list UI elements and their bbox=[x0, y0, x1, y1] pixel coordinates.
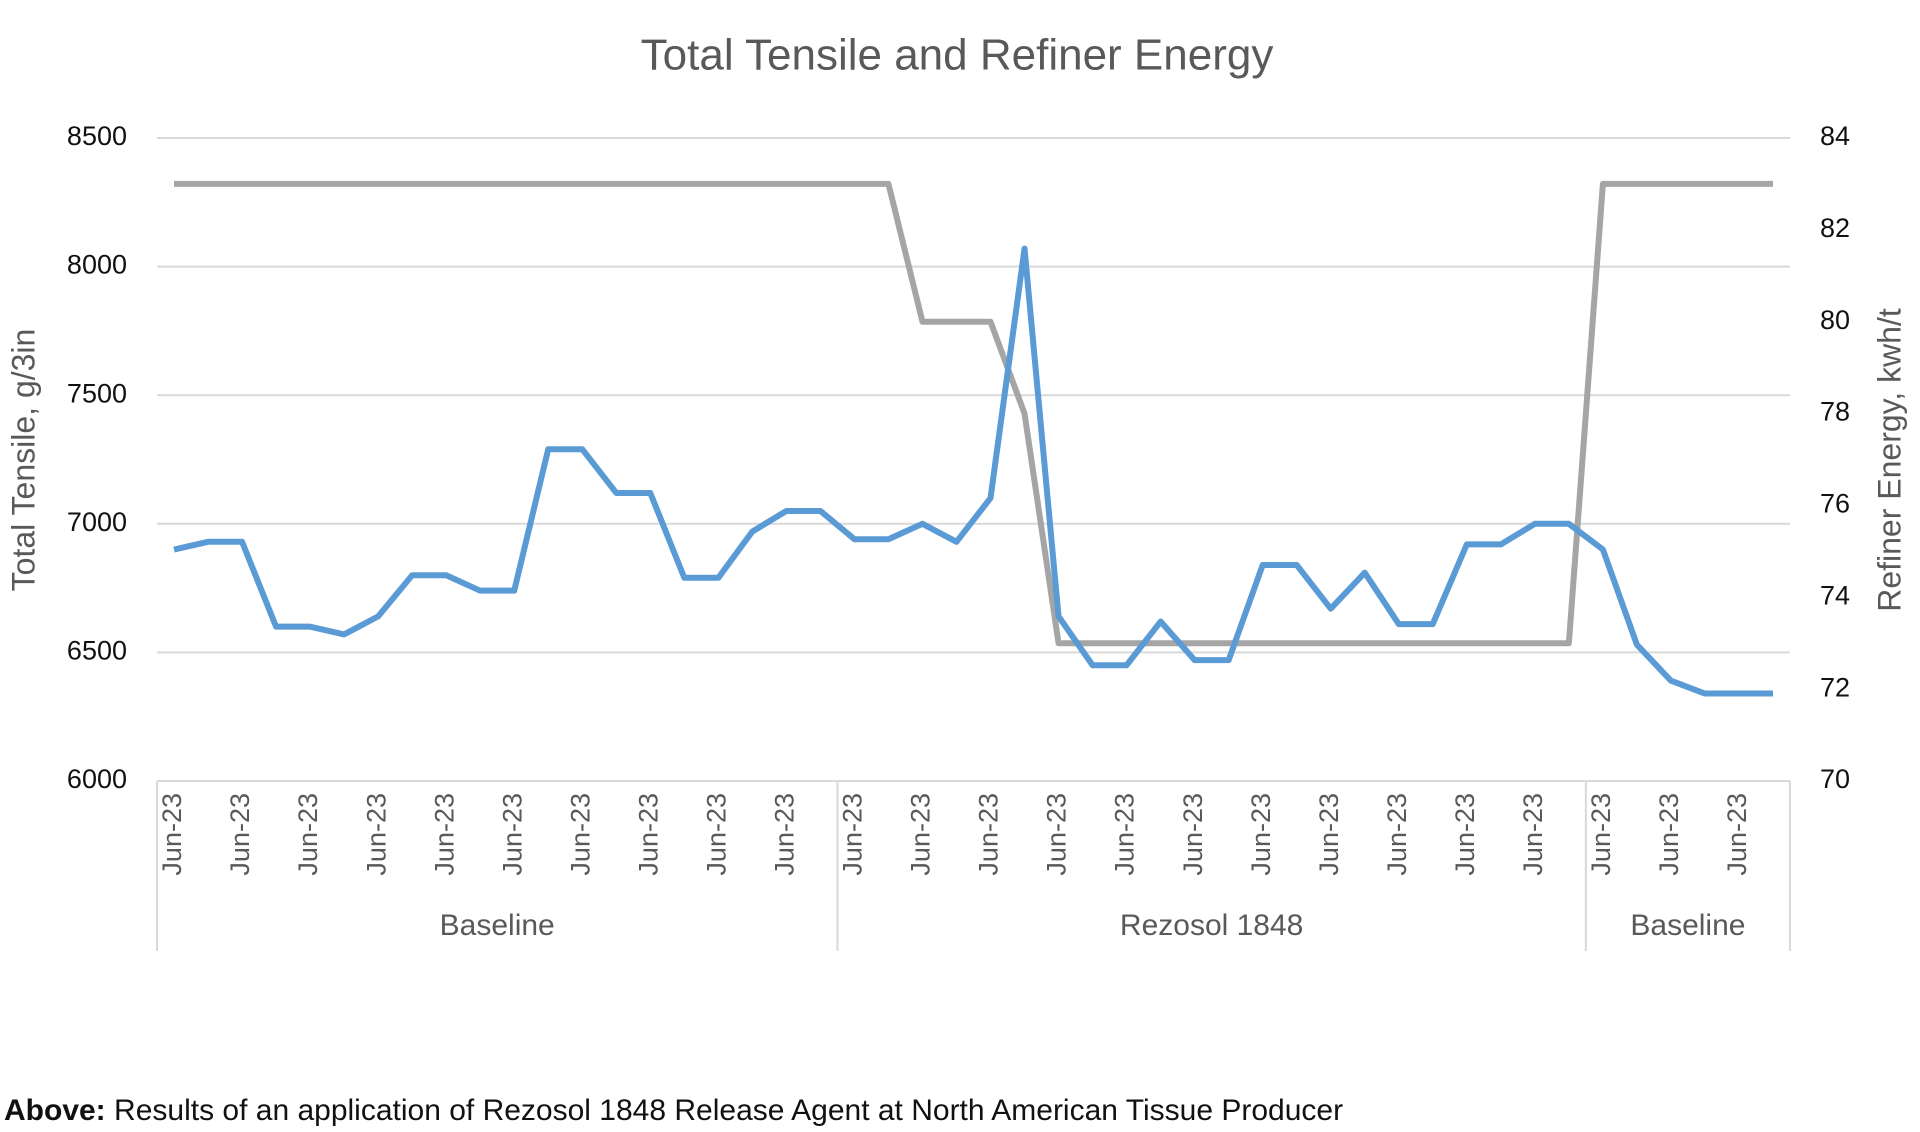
x-tick-label: Jun-23 bbox=[497, 793, 527, 876]
group-label: Baseline bbox=[440, 909, 555, 942]
y2-tick-label: 78 bbox=[1820, 397, 1850, 427]
y2-tick-label: 80 bbox=[1820, 305, 1850, 335]
chart-title: Total Tensile and Refiner Energy bbox=[641, 31, 1274, 80]
series-line bbox=[174, 180, 1773, 647]
x-tick-label: Jun-23 bbox=[906, 793, 936, 876]
y2-tick-label: 70 bbox=[1820, 764, 1850, 794]
y2-tick-label: 76 bbox=[1820, 489, 1850, 519]
caption-text: Results of an application of Rezosol 184… bbox=[114, 1094, 1343, 1127]
y-tick-label: 8000 bbox=[67, 250, 127, 280]
x-tick-label: Jun-23 bbox=[1722, 793, 1752, 876]
y2-tick-label: 72 bbox=[1820, 672, 1850, 702]
x-tick-label: Jun-23 bbox=[1518, 793, 1548, 876]
x-tick-label: Jun-23 bbox=[361, 793, 391, 876]
caption: Above: Results of an application of Rezo… bbox=[4, 1094, 1343, 1127]
x-tick-label: Jun-23 bbox=[157, 793, 187, 876]
x-tick-label: Jun-23 bbox=[633, 793, 663, 876]
x-tick-label: Jun-23 bbox=[974, 793, 1004, 876]
x-tick-label: Jun-23 bbox=[770, 793, 800, 876]
series-line bbox=[173, 245, 1773, 697]
x-tick-label: Jun-23 bbox=[225, 793, 255, 876]
group-label: Rezosol 1848 bbox=[1120, 909, 1303, 942]
y-tick-label: 6500 bbox=[67, 636, 127, 666]
y2-axis-title: Refiner Energy, kwh/t bbox=[1871, 308, 1907, 612]
x-tick-label: Jun-23 bbox=[429, 793, 459, 876]
y2-tick-label: 74 bbox=[1820, 580, 1850, 610]
x-tick-label: Jun-23 bbox=[565, 793, 595, 876]
x-tick-label: Jun-23 bbox=[1246, 793, 1276, 876]
y-axis-title: Total Tensile, g/3in bbox=[5, 329, 41, 592]
x-tick-label: Jun-23 bbox=[701, 793, 731, 876]
x-tick-label: Jun-23 bbox=[1382, 793, 1412, 876]
y-tick-label: 6000 bbox=[67, 764, 127, 794]
y-tick-label: 7500 bbox=[67, 378, 127, 408]
x-tick-label: Jun-23 bbox=[1178, 793, 1208, 876]
x-tick-label: Jun-23 bbox=[1586, 793, 1616, 876]
x-tick-label: Jun-23 bbox=[1654, 793, 1684, 876]
x-tick-label: Jun-23 bbox=[1110, 793, 1140, 876]
x-tick-label: Jun-23 bbox=[293, 793, 323, 876]
x-tick-label: Jun-23 bbox=[1450, 793, 1480, 876]
caption-label: Above: bbox=[4, 1094, 106, 1127]
x-tick-label: Jun-23 bbox=[1042, 793, 1072, 876]
y2-tick-label: 82 bbox=[1820, 213, 1850, 243]
y2-tick-label: 84 bbox=[1820, 121, 1850, 151]
y-tick-label: 8500 bbox=[67, 121, 127, 151]
group-label: Baseline bbox=[1630, 909, 1745, 942]
x-tick-label: Jun-23 bbox=[838, 793, 868, 876]
x-tick-label: Jun-23 bbox=[1314, 793, 1344, 876]
y-tick-label: 7000 bbox=[67, 507, 127, 537]
